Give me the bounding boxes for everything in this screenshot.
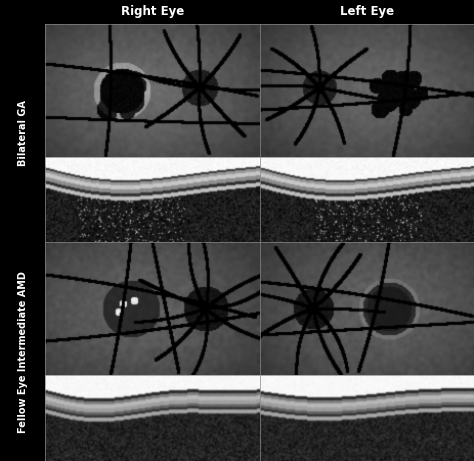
- Text: Fellow Eye Intermediate AMD: Fellow Eye Intermediate AMD: [18, 271, 27, 433]
- Text: Left Eye: Left Eye: [340, 6, 394, 18]
- Text: Bilateral GA: Bilateral GA: [18, 100, 27, 166]
- Text: Right Eye: Right Eye: [121, 6, 184, 18]
